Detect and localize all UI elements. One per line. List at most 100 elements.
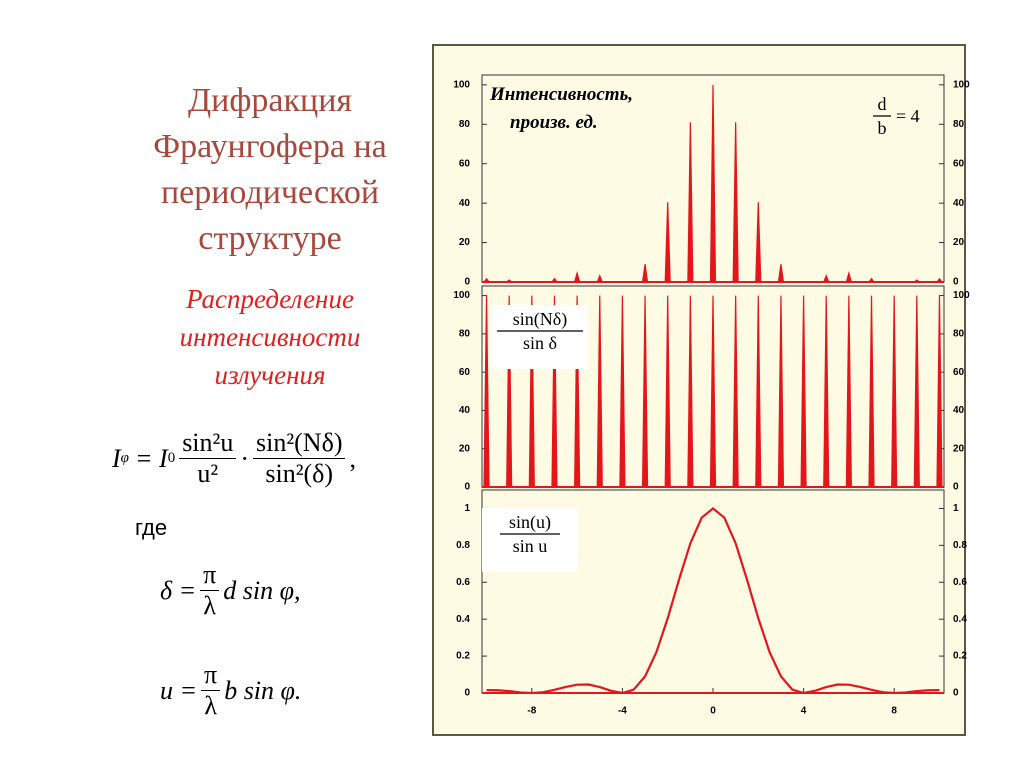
formula-text: d sin φ, (223, 575, 301, 605)
peak (664, 295, 671, 488)
y-tick-label: 100 (953, 79, 970, 90)
chart-frame (432, 44, 966, 736)
peak (483, 295, 490, 488)
y-tick-label: 60 (953, 367, 965, 378)
peak (845, 295, 852, 488)
numerator: π (200, 560, 220, 591)
peak (551, 295, 558, 488)
formula-text: I (112, 443, 121, 473)
y-tick-label: 40 (953, 198, 965, 209)
x-tick-label: 0 (710, 706, 716, 717)
y-tick-label: 100 (953, 290, 970, 301)
numerator: d (878, 94, 887, 114)
label-box (482, 508, 578, 572)
formula-text: b sin φ. (224, 675, 302, 705)
y-tick-label: 1 (464, 503, 470, 514)
x-tick-label: -4 (618, 706, 627, 717)
subtitle: Распределение интенсивности излучения (110, 280, 430, 394)
peak (867, 277, 876, 283)
where: где (135, 515, 168, 540)
denominator: λ (204, 691, 217, 720)
denominator: sin²(δ) (265, 459, 334, 488)
title: Дифракция Фраунгофера на периодической с… (110, 78, 430, 262)
peak (687, 122, 694, 283)
subtitle-line: интенсивности (179, 322, 361, 352)
y-tick-label: 0 (464, 277, 470, 288)
y-tick-label: 60 (459, 367, 471, 378)
peak (845, 270, 853, 283)
numerator: sin(Nδ) (513, 309, 567, 330)
title-line: Фраунгофера на (153, 128, 387, 165)
x-tick-label: 4 (801, 706, 807, 717)
title-line: Дифракция (187, 82, 353, 119)
numerator: sin(u) (509, 512, 551, 533)
peak (822, 274, 830, 283)
y-tick-label: 80 (459, 119, 471, 130)
y-tick-label: 0 (464, 688, 470, 699)
y-tick-label: 40 (953, 405, 965, 416)
y-tick-label: 0.4 (456, 614, 470, 625)
y-tick-label: 0.6 (456, 577, 470, 588)
peak (777, 264, 785, 283)
y-tick-label: 0 (953, 688, 959, 699)
y-tick-label: 0.8 (456, 540, 470, 551)
annotation: = 4 (896, 106, 920, 126)
peak (550, 277, 559, 283)
peak (482, 277, 491, 283)
annotation: произв. ед. (510, 112, 598, 133)
peak (641, 295, 649, 488)
peak (709, 84, 717, 283)
y-tick-label: 60 (459, 158, 471, 169)
y-tick-label: 60 (953, 158, 965, 169)
peak (935, 277, 944, 283)
y-tick-label: 1 (953, 503, 959, 514)
subtitle-line: Распределение (186, 284, 354, 314)
title-line: периодической (160, 174, 380, 211)
denominator: sin u (513, 536, 548, 556)
peak (528, 295, 535, 488)
y-tick-label: 0 (953, 482, 959, 493)
y-tick-label: 20 (459, 237, 471, 248)
y-tick-label: 0.6 (953, 577, 967, 588)
y-tick-label: 0.8 (953, 540, 967, 551)
peak (891, 295, 898, 488)
peak (687, 295, 694, 488)
subtitle-line: излучения (214, 360, 326, 390)
peak (573, 270, 581, 283)
formula-text: = I (134, 443, 168, 473)
y-tick-label: 20 (953, 443, 965, 454)
denominator: λ (203, 591, 217, 620)
formula-text: u = (160, 675, 198, 705)
peak (596, 274, 604, 283)
denominator: u² (197, 459, 219, 488)
peak (732, 295, 739, 488)
fraction: sin²u u² (179, 428, 237, 489)
peak (664, 202, 671, 283)
peak (574, 295, 581, 488)
denominator: sin δ (523, 333, 557, 353)
peak (777, 295, 785, 488)
peak (936, 295, 943, 488)
peak (641, 264, 649, 283)
y-tick-label: 100 (453, 79, 470, 90)
numerator: sin²(Nδ) (253, 428, 346, 459)
numerator: π (201, 660, 221, 691)
y-tick-label: 40 (459, 405, 471, 416)
peak (619, 295, 626, 488)
x-tick-label: -8 (527, 706, 536, 717)
peak (732, 122, 739, 283)
formula-sub: φ (120, 450, 129, 466)
peak (506, 295, 513, 488)
y-tick-label: 0.4 (953, 614, 967, 625)
numerator: sin²u (179, 428, 237, 459)
label-box (492, 305, 588, 369)
y-tick-label: 40 (459, 198, 471, 209)
y-tick-label: 0.2 (456, 651, 470, 662)
y-tick-label: 0.2 (953, 651, 967, 662)
